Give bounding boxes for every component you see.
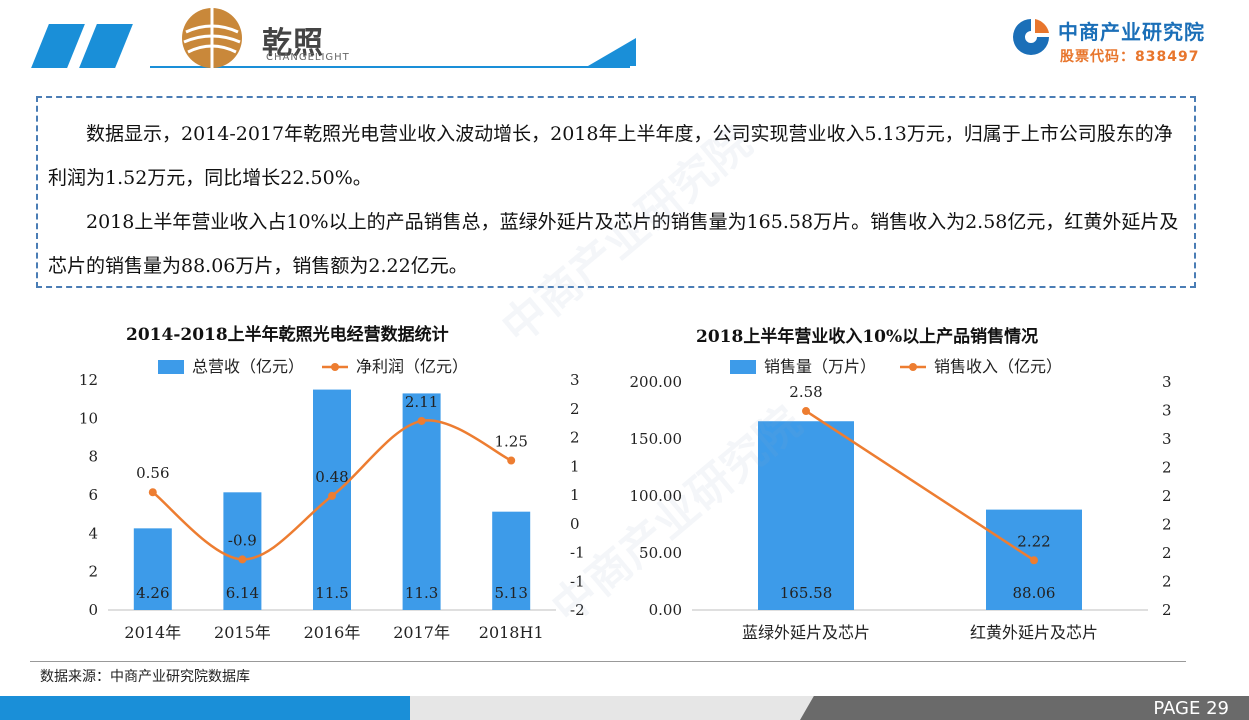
legend-label: 总营收（亿元） bbox=[192, 357, 304, 376]
chart-2-title: 2018上半年营业收入10%以上产品销售情况 bbox=[696, 327, 1039, 347]
changelight-logo-icon bbox=[182, 8, 242, 68]
y-right-tick-label: -1 bbox=[570, 544, 585, 562]
brand-name: 中商产业研究院 bbox=[1058, 20, 1205, 44]
bar-data-label: 11.3 bbox=[405, 584, 438, 602]
summary-paragraph-1: 数据显示，2014-2017年乾照光电营业收入波动增长，2018年上半年度，公司… bbox=[48, 123, 1173, 189]
brand-stock-code: 股票代码：838497 bbox=[1060, 49, 1200, 65]
bar bbox=[133, 528, 172, 610]
legend-swatch-point bbox=[909, 363, 917, 371]
line-data-label: 2.22 bbox=[1017, 532, 1050, 550]
y-left-tick-label: 50.00 bbox=[639, 544, 682, 562]
footer-rule bbox=[30, 661, 1186, 662]
legend-label: 销售量（万片） bbox=[764, 357, 876, 376]
line-data-label: 2.58 bbox=[789, 383, 822, 401]
y-left-tick-label: 4 bbox=[88, 524, 98, 542]
x-tick-label: 2017年 bbox=[393, 623, 450, 642]
y-right-tick-label: 2 bbox=[1162, 487, 1172, 505]
legend-swatch-bar bbox=[730, 360, 756, 374]
y-left-tick-label: 150.00 bbox=[630, 430, 683, 448]
header-stripe bbox=[79, 24, 133, 68]
bar-data-label: 6.14 bbox=[226, 584, 259, 602]
y-right-tick-label: -1 bbox=[570, 572, 585, 590]
y-right-tick-label: 2 bbox=[1162, 601, 1172, 619]
y-right-tick-label: 0 bbox=[570, 515, 580, 533]
bar-data-label: 165.58 bbox=[780, 584, 833, 602]
line-point bbox=[148, 488, 157, 497]
line-point bbox=[328, 491, 336, 500]
line-data-label: 2.11 bbox=[405, 393, 438, 411]
line-point bbox=[417, 416, 426, 425]
y-left-tick-label: 0 bbox=[88, 601, 98, 619]
y-right-tick-label: 3 bbox=[570, 371, 580, 389]
y-left-tick-label: 200.00 bbox=[630, 373, 683, 391]
bar bbox=[492, 511, 531, 610]
askci-logo-icon bbox=[1013, 19, 1049, 55]
x-tick-label: 2015年 bbox=[214, 623, 271, 642]
bar bbox=[402, 393, 441, 610]
y-right-tick-label: 1 bbox=[570, 457, 580, 475]
y-left-tick-label: 2 bbox=[88, 563, 98, 581]
line-data-label: 0.48 bbox=[315, 468, 348, 486]
bar bbox=[758, 421, 854, 610]
x-tick-label: 红黄外延片及芯片 bbox=[970, 623, 1098, 642]
bar bbox=[223, 492, 262, 610]
y-right-tick-label: 2 bbox=[570, 400, 580, 418]
y-right-tick-label: 2 bbox=[1162, 573, 1172, 591]
line-data-label: -0.9 bbox=[228, 531, 257, 549]
line-point bbox=[238, 555, 247, 564]
header-rule bbox=[150, 66, 630, 68]
page-number: PAGE 29 bbox=[1153, 698, 1229, 719]
y-left-tick-label: 10 bbox=[79, 409, 98, 427]
y-right-tick-label: 1 bbox=[570, 486, 580, 504]
y-right-tick-label: -2 bbox=[570, 601, 585, 619]
y-right-tick-label: 3 bbox=[1162, 373, 1172, 391]
legend-swatch-point bbox=[331, 363, 339, 371]
y-left-tick-label: 0.00 bbox=[649, 601, 682, 619]
y-right-tick-label: 2 bbox=[1162, 516, 1172, 534]
data-source: 数据来源：中商产业研究院数据库 bbox=[40, 669, 250, 685]
y-left-tick-label: 100.00 bbox=[630, 487, 683, 505]
y-right-tick-label: 2 bbox=[1162, 459, 1172, 477]
bar-data-label: 5.13 bbox=[494, 584, 527, 602]
y-left-tick-label: 12 bbox=[79, 371, 98, 389]
summary-paragraph-2: 2018上半年营业收入占10%以上的产品销售总，蓝绿外延片及芯片的销售量为165… bbox=[48, 211, 1179, 277]
line-data-label: 0.56 bbox=[136, 464, 169, 482]
footer-bar bbox=[0, 696, 410, 720]
y-right-tick-label: 3 bbox=[1162, 430, 1172, 448]
x-tick-label: 2014年 bbox=[124, 623, 181, 642]
line-series bbox=[805, 409, 1035, 562]
legend-swatch-bar bbox=[158, 360, 184, 374]
bar-data-label: 4.26 bbox=[136, 584, 169, 602]
y-right-tick-label: 2 bbox=[570, 429, 580, 447]
line-point bbox=[507, 456, 516, 465]
logo-subtitle: CHANGELIGHT bbox=[266, 52, 350, 63]
y-right-tick-label: 2 bbox=[1162, 544, 1172, 562]
chart-1-title: 2014-2018上半年乾照光电经营数据统计 bbox=[126, 325, 449, 345]
logo-name: 乾照 bbox=[262, 26, 324, 61]
bar-data-label: 88.06 bbox=[1013, 584, 1056, 602]
x-tick-label: 2016年 bbox=[304, 623, 361, 642]
y-left-tick-label: 6 bbox=[88, 486, 98, 504]
header-stripe bbox=[31, 24, 85, 68]
bar-data-label: 11.5 bbox=[315, 584, 348, 602]
x-tick-label: 蓝绿外延片及芯片 bbox=[742, 623, 870, 642]
legend-label: 净利润（亿元） bbox=[356, 357, 468, 376]
header-wedge bbox=[588, 38, 636, 66]
chart-2: 0.00 50.00 100.00 150.00 200.00 2 2 2 2 2 2 3 3 3 165.… bbox=[630, 357, 1172, 642]
y-left-tick-label: 8 bbox=[88, 448, 98, 466]
x-tick-label: 2018H1 bbox=[479, 623, 544, 642]
summary-box: 数据显示，2014-2017年乾照光电营业收入波动增长，2018年上半年度，公司… bbox=[36, 96, 1196, 288]
legend-label: 销售收入（亿元） bbox=[934, 357, 1062, 376]
line-data-label: 1.25 bbox=[494, 433, 527, 451]
line-point bbox=[802, 407, 810, 416]
line-point bbox=[1030, 556, 1038, 565]
y-right-tick-label: 3 bbox=[1162, 402, 1172, 420]
